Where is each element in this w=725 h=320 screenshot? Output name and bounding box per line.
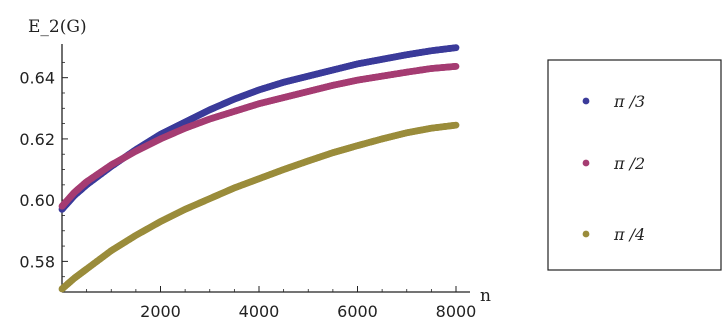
legend-marker <box>582 159 590 167</box>
curve-dot <box>451 63 459 70</box>
y-tick-label: 0.64 <box>19 69 55 88</box>
y-axis-title: E_2(G) <box>28 17 87 37</box>
y-axis: E_2(G) <box>28 17 87 292</box>
y-tick-label: 0.62 <box>19 130 55 149</box>
curve-dot <box>451 121 459 129</box>
legend-box <box>547 59 722 271</box>
legend-items: π /3 π /2 π /4 <box>582 92 645 244</box>
x-tick-label: 2000 <box>140 302 181 320</box>
series-3 <box>58 121 460 293</box>
series-1 <box>58 44 460 213</box>
x-axis-title: n <box>480 286 491 306</box>
plot-series <box>58 44 460 293</box>
legend-label: π /3 <box>613 92 645 111</box>
legend: π /3 π /2 π /4 <box>547 59 722 271</box>
y-tick-label: 0.60 <box>19 191 55 210</box>
y-tick-label: 0.58 <box>19 252 55 271</box>
curve-dot <box>451 44 459 52</box>
ticks: 2000 4000 6000 8000 0.58 0.60 0.62 0.64 <box>19 61 477 320</box>
legend-marker <box>582 230 590 238</box>
legend-marker <box>582 97 590 105</box>
x-tick-label: 6000 <box>337 302 378 320</box>
series-2 <box>58 62 460 210</box>
x-axis: n <box>62 286 491 306</box>
x-tick-label: 8000 <box>436 302 477 320</box>
x-tick-label: 4000 <box>239 302 280 320</box>
legend-label: π /2 <box>613 154 645 173</box>
legend-label: π /4 <box>613 225 645 244</box>
